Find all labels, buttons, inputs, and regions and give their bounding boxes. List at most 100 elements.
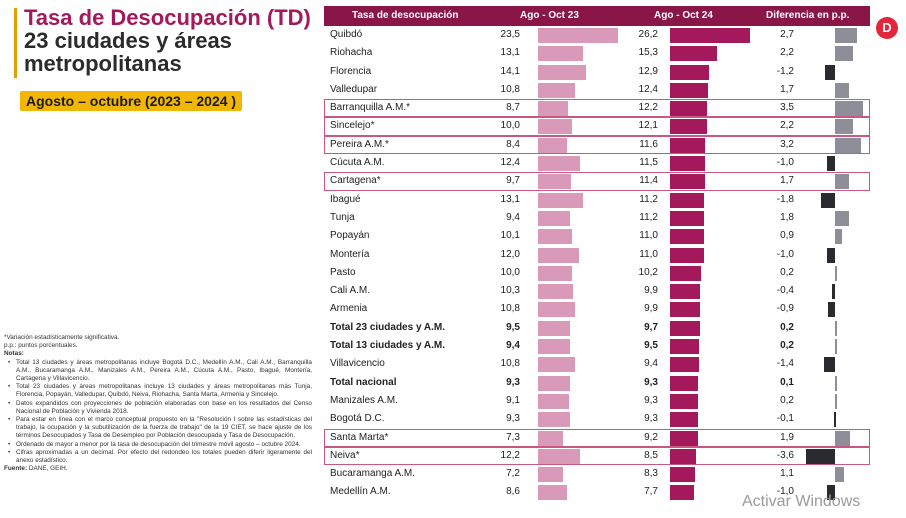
table-row: Villavicencio 10,8 9,4 -1,4 [324,355,870,373]
bar-difference [835,339,837,355]
bar-difference [835,82,849,98]
row-city: Bucaramanga A.M. [330,468,416,480]
table-row: Sincelejo* 10,0 12,1 2,2 [324,117,870,136]
title-accent-bar [14,8,17,78]
row-city: Total 23 ciudades y A.M. [330,321,446,333]
note-item: Datos expandidos con proyecciones de pob… [8,400,312,416]
bar-2023 [538,412,570,428]
row-value-2023: 8,6 [506,486,520,498]
note-item: Total 23 ciudades y áreas metropolitanas… [8,383,312,399]
table-row: Total nacional 9,3 9,3 0,1 [324,374,870,392]
row-value-2024: 9,7 [644,321,658,333]
row-difference: 0,2 [780,266,794,278]
row-value-2024: 9,3 [644,376,658,388]
row-difference: 1,7 [780,83,794,95]
bar-2024 [670,320,700,336]
table-row: Bogotá D.C. 9,3 9,3 -0,1 [324,410,870,428]
bar-difference [835,101,863,117]
bar-2024 [670,174,705,190]
row-difference: 0,2 [780,321,794,333]
bar-2023 [538,265,573,281]
row-city: Manizales A.M. [330,394,398,406]
bar-2023 [538,247,579,263]
row-difference: 0,9 [780,230,794,242]
row-value-2023: 14,1 [500,65,520,77]
table-row: Tunja 9,4 11,2 1,8 [324,209,870,227]
bar-2024 [670,302,701,318]
row-value-2023: 10,8 [500,358,520,370]
row-value-2023: 10,3 [500,285,520,297]
table-row: Quibdó 23,5 26,2 2,7 [324,26,870,44]
row-city: Santa Marta* [330,431,389,443]
row-value-2023: 9,4 [506,211,520,223]
table-header: Tasa de desocupación Ago - Oct 23 Ago - … [324,6,870,26]
bar-2024 [670,64,710,80]
row-city: Valledupar [330,83,378,95]
row-value-2024: 12,2 [638,102,658,114]
table-row: Pasto 10,0 10,2 0,2 [324,264,870,282]
table-row: Valledupar 10,8 12,4 1,7 [324,81,870,99]
row-city: Florencia [330,65,372,77]
bar-2024 [670,28,750,43]
bar-2023 [538,82,575,98]
row-city: Cúcuta A.M. [330,157,385,169]
bar-2023 [538,448,580,464]
bar-2023 [538,393,569,409]
bar-2024 [670,210,705,226]
row-value-2023: 10,0 [500,266,520,278]
row-value-2023: 9,3 [506,376,520,388]
bar-2024 [670,82,708,98]
bar-2023 [538,28,618,43]
bar-2024 [670,485,694,501]
header-difference: Diferencia en p.p. [766,10,850,21]
table-row: Pereira A.M.* 8,4 11,6 3,2 [324,135,870,155]
bar-2024 [670,412,699,428]
row-city: Ibagué [330,193,361,205]
row-difference: 3,5 [780,102,794,114]
bar-difference [806,448,835,464]
bar-2023 [538,375,570,391]
row-value-2023: 9,1 [506,394,520,406]
bar-2024 [670,467,696,483]
bar-2024 [670,357,699,373]
period-badge: Agosto – octubre (2023 – 2024 ) [20,91,243,111]
row-difference: 2,7 [780,29,794,40]
table-row: Cali A.M. 10,3 9,9 -0,4 [324,282,870,300]
row-value-2024: 9,9 [644,285,658,297]
row-difference: 2,2 [780,120,794,132]
row-city: Popayán [330,230,370,242]
row-difference: -1,0 [776,157,794,169]
row-value-2024: 11,0 [639,248,658,260]
row-value-2023: 12,0 [500,248,520,260]
bar-2023 [538,174,572,190]
bar-2023 [538,119,573,135]
row-value-2023: 13,1 [500,47,520,59]
row-difference: 1,7 [780,175,794,187]
bar-difference [835,265,837,281]
bar-2023 [538,430,563,446]
row-city: Riohacha [330,47,373,59]
bar-2023 [538,357,575,373]
table-row: Barranquilla A.M.* 8,7 12,2 3,5 [324,99,870,118]
bar-difference [835,174,849,190]
table-row: Riohacha 13,1 15,3 2,2 [324,44,870,62]
header-2024: Ago - Oct 24 [654,10,713,21]
row-difference: -1,2 [776,65,794,77]
dane-logo-icon: D [876,17,898,39]
row-difference: -0,9 [776,303,794,315]
windows-watermark: Activar Windows [742,493,861,510]
row-difference: 0,2 [780,340,794,352]
table-row: Cúcuta A.M. 12,4 11,5 -1,0 [324,154,870,172]
note-asterisk: *Variación estadísticamente significativ… [4,334,120,341]
bar-difference [827,302,835,318]
row-difference: -1,4 [776,358,794,370]
bar-difference [820,192,835,208]
bar-difference [835,320,837,336]
row-value-2023: 9,3 [506,413,520,425]
bar-2023 [538,229,573,245]
row-city: Bogotá D.C. [330,413,385,425]
table-row: Manizales A.M. 9,1 9,3 0,2 [324,392,870,410]
row-value-2023: 8,4 [506,138,520,150]
notes-list: Total 13 ciudades y áreas metropolitanas… [4,359,312,466]
source-text: DANE, GEIH. [28,465,68,473]
